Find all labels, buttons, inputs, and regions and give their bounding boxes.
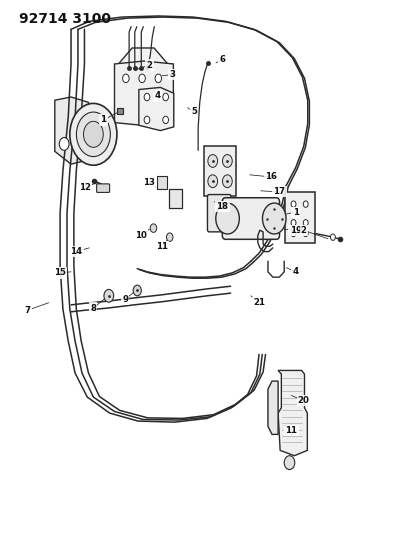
Circle shape bbox=[155, 74, 161, 83]
Polygon shape bbox=[55, 97, 88, 164]
Text: 16: 16 bbox=[264, 173, 277, 181]
Polygon shape bbox=[139, 87, 173, 131]
FancyBboxPatch shape bbox=[168, 189, 181, 208]
Text: 17: 17 bbox=[273, 188, 285, 196]
Text: 11: 11 bbox=[155, 242, 167, 251]
Text: 20: 20 bbox=[297, 397, 309, 405]
Circle shape bbox=[122, 74, 129, 83]
FancyBboxPatch shape bbox=[203, 146, 236, 196]
Circle shape bbox=[290, 230, 295, 237]
Text: 18: 18 bbox=[216, 203, 228, 211]
Text: 10: 10 bbox=[135, 231, 147, 240]
Circle shape bbox=[104, 289, 113, 302]
Circle shape bbox=[139, 74, 145, 83]
Circle shape bbox=[290, 220, 295, 226]
Circle shape bbox=[303, 230, 307, 237]
Text: 7: 7 bbox=[24, 306, 31, 314]
Circle shape bbox=[303, 220, 307, 226]
Circle shape bbox=[144, 93, 149, 101]
Circle shape bbox=[83, 122, 103, 147]
Text: 14: 14 bbox=[70, 247, 82, 256]
Circle shape bbox=[59, 138, 69, 150]
Circle shape bbox=[222, 155, 232, 167]
Circle shape bbox=[207, 175, 217, 188]
Text: 1: 1 bbox=[292, 208, 298, 216]
Circle shape bbox=[144, 116, 149, 124]
FancyBboxPatch shape bbox=[222, 198, 279, 239]
Text: 19: 19 bbox=[289, 226, 301, 235]
Text: 15: 15 bbox=[54, 269, 66, 277]
FancyBboxPatch shape bbox=[96, 184, 109, 192]
Text: 11: 11 bbox=[285, 426, 297, 435]
Circle shape bbox=[330, 234, 335, 240]
FancyBboxPatch shape bbox=[207, 195, 230, 232]
Polygon shape bbox=[267, 381, 277, 434]
Polygon shape bbox=[114, 61, 173, 125]
Circle shape bbox=[215, 203, 239, 234]
Circle shape bbox=[290, 201, 295, 207]
FancyBboxPatch shape bbox=[284, 192, 314, 243]
Text: 4: 4 bbox=[292, 268, 298, 276]
Text: 4: 4 bbox=[154, 92, 160, 100]
Text: 2: 2 bbox=[146, 61, 152, 69]
Text: 5: 5 bbox=[191, 108, 196, 116]
Text: 2: 2 bbox=[300, 226, 306, 235]
Circle shape bbox=[150, 224, 156, 232]
Text: 3: 3 bbox=[169, 70, 175, 79]
Circle shape bbox=[284, 456, 294, 470]
Polygon shape bbox=[115, 48, 170, 106]
Polygon shape bbox=[277, 370, 307, 456]
Text: 92714 3100: 92714 3100 bbox=[19, 12, 111, 26]
Circle shape bbox=[76, 112, 110, 157]
Text: 6: 6 bbox=[219, 55, 225, 64]
Text: 12: 12 bbox=[79, 183, 91, 192]
Circle shape bbox=[162, 93, 168, 101]
Circle shape bbox=[162, 116, 168, 124]
Circle shape bbox=[303, 201, 307, 207]
Circle shape bbox=[262, 203, 285, 234]
Circle shape bbox=[133, 285, 141, 296]
FancyBboxPatch shape bbox=[156, 176, 167, 189]
Text: 21: 21 bbox=[252, 298, 264, 307]
Text: 13: 13 bbox=[143, 178, 155, 187]
Circle shape bbox=[70, 103, 117, 165]
Circle shape bbox=[207, 155, 217, 167]
Circle shape bbox=[166, 233, 173, 241]
Text: 8: 8 bbox=[90, 304, 96, 312]
Text: 1: 1 bbox=[100, 116, 106, 124]
Circle shape bbox=[222, 175, 232, 188]
Text: 9: 9 bbox=[122, 295, 128, 304]
